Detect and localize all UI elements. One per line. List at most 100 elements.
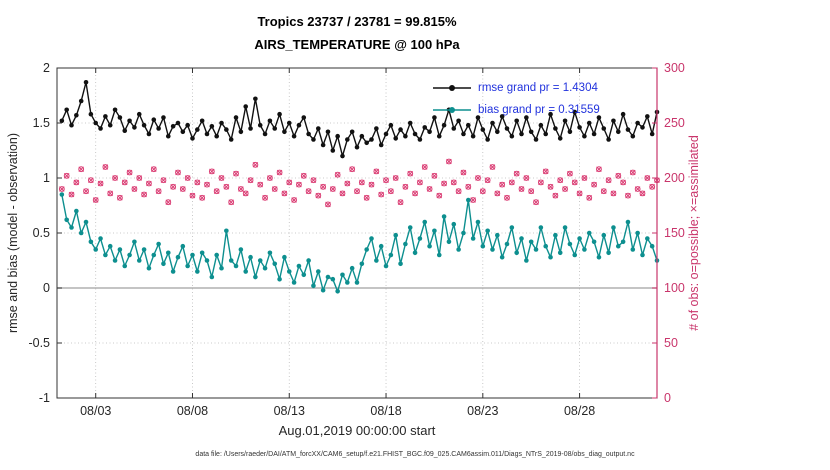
series-bias-marker <box>354 280 360 285</box>
legend: rmse grand pr = 1.4304 bias grand pr = 0… <box>432 79 600 119</box>
series-obs_assimilated-marker <box>131 186 138 192</box>
series-obs_assimilated-marker <box>310 177 317 183</box>
series-obs_assimilated-marker <box>315 192 322 199</box>
series-rmse-marker <box>354 144 360 150</box>
series-obs_assimilated-marker <box>388 188 394 194</box>
series-rmse-marker <box>398 127 403 132</box>
series-obs_possible-marker <box>310 177 317 184</box>
series-bias-marker <box>451 221 457 227</box>
series-bias-marker <box>393 232 399 238</box>
series-obs_assimilated-marker <box>165 199 172 205</box>
series-bias-marker <box>596 254 602 260</box>
series-bias-marker <box>175 254 181 260</box>
series-rmse-marker <box>620 111 626 117</box>
series-obs_possible-marker <box>499 181 506 188</box>
series-bias-marker <box>480 243 486 249</box>
series-bias-marker <box>514 250 519 256</box>
series-rmse-marker <box>582 133 587 139</box>
series-obs_assimilated-marker <box>330 186 336 192</box>
series-obs_possible-marker <box>170 183 177 190</box>
series-bias-marker <box>228 258 234 263</box>
series-bias-marker <box>645 236 650 241</box>
series-obs_assimilated-marker <box>180 186 186 192</box>
series-bias-marker <box>615 243 621 249</box>
series-rmse-marker <box>132 125 137 130</box>
series-bias-marker <box>64 217 69 223</box>
series-obs_possible-marker <box>620 179 627 186</box>
series-bias-marker <box>170 269 176 274</box>
series-rmse-marker <box>286 120 292 126</box>
series-obs_possible-marker <box>615 172 622 179</box>
series-obs_possible-marker <box>131 186 138 192</box>
series-obs_possible-marker <box>286 179 293 186</box>
series-obs_possible-marker <box>213 188 220 195</box>
series-rmse-marker <box>330 148 336 153</box>
series-bias-marker <box>238 247 244 252</box>
series-obs_possible-marker <box>136 175 143 181</box>
series-rmse-marker <box>253 96 258 102</box>
series-bias-marker <box>296 263 302 269</box>
series-obs_assimilated-marker <box>455 188 462 194</box>
series-bias-marker <box>485 228 490 234</box>
series-rmse-marker <box>470 133 476 139</box>
series-obs_possible-marker <box>508 179 515 186</box>
series-obs_assimilated-marker <box>528 188 534 194</box>
series-rmse-marker <box>649 131 655 137</box>
series-obs_possible-marker <box>436 192 443 199</box>
series-obs_assimilated-marker <box>141 191 147 198</box>
series-rmse-marker <box>175 120 181 126</box>
series-rmse-marker <box>625 127 631 132</box>
series-rmse-marker <box>504 126 510 131</box>
left-axis-label: rmse and bias (model - observation) <box>6 132 20 334</box>
series-rmse-marker <box>436 133 442 139</box>
series-obs_possible-marker <box>262 194 268 201</box>
series-obs_possible-marker <box>58 186 65 192</box>
series-obs_assimilated-marker <box>639 190 646 197</box>
series-bias-marker <box>165 250 171 256</box>
series-rmse-marker <box>611 118 616 124</box>
series-obs_assimilated-marker <box>121 179 128 186</box>
series-rmse-marker <box>267 118 273 124</box>
series-bias-marker <box>204 258 210 263</box>
series-rmse-marker <box>277 111 282 117</box>
series-obs_assimilated-marker <box>576 190 583 197</box>
series-obs_possible-marker <box>107 190 114 197</box>
series-obs_possible-marker <box>334 171 341 178</box>
series-rmse-marker <box>199 118 205 124</box>
series-obs_assimilated-marker <box>301 173 307 179</box>
series-rmse-marker <box>195 127 200 132</box>
series-obs_assimilated-marker <box>494 190 501 197</box>
series-bias-marker <box>74 208 79 214</box>
series-obs_possible-marker <box>194 179 201 186</box>
series-obs_assimilated-marker <box>247 177 254 183</box>
series-obs_possible-marker <box>596 166 602 173</box>
y-left-tick-label: 2 <box>43 61 50 75</box>
series-bias-marker <box>528 239 534 245</box>
series-bias-marker <box>582 247 587 252</box>
series-bias-marker <box>151 252 157 258</box>
series-obs_possible-marker <box>320 183 327 190</box>
series-bias-marker <box>562 225 568 230</box>
series-bias-marker <box>422 219 428 225</box>
series-rmse-marker <box>291 133 297 139</box>
series-obs_assimilated-marker <box>228 199 234 205</box>
series-bias-marker <box>88 239 94 245</box>
series-bias-marker <box>432 228 437 234</box>
series-bias-marker <box>83 219 89 225</box>
series-obs_possible-marker <box>305 188 312 195</box>
series-obs_assimilated-marker <box>571 179 578 186</box>
series-obs_possible-marker <box>557 177 564 184</box>
series-obs_possible-marker <box>455 188 462 195</box>
series-obs_assimilated-marker <box>170 184 176 190</box>
series-bias-marker <box>359 261 365 267</box>
series-rmse-marker <box>151 117 157 122</box>
y-left-tick-label: -1 <box>39 391 50 405</box>
series-obs_assimilated-marker <box>271 186 278 192</box>
series-rmse-marker <box>209 124 215 129</box>
series-rmse-marker <box>315 126 321 131</box>
series-obs_assimilated-marker <box>499 181 505 188</box>
series-bias-marker <box>436 252 442 258</box>
series-rmse-marker <box>335 133 340 139</box>
series-rmse-marker <box>596 115 602 120</box>
